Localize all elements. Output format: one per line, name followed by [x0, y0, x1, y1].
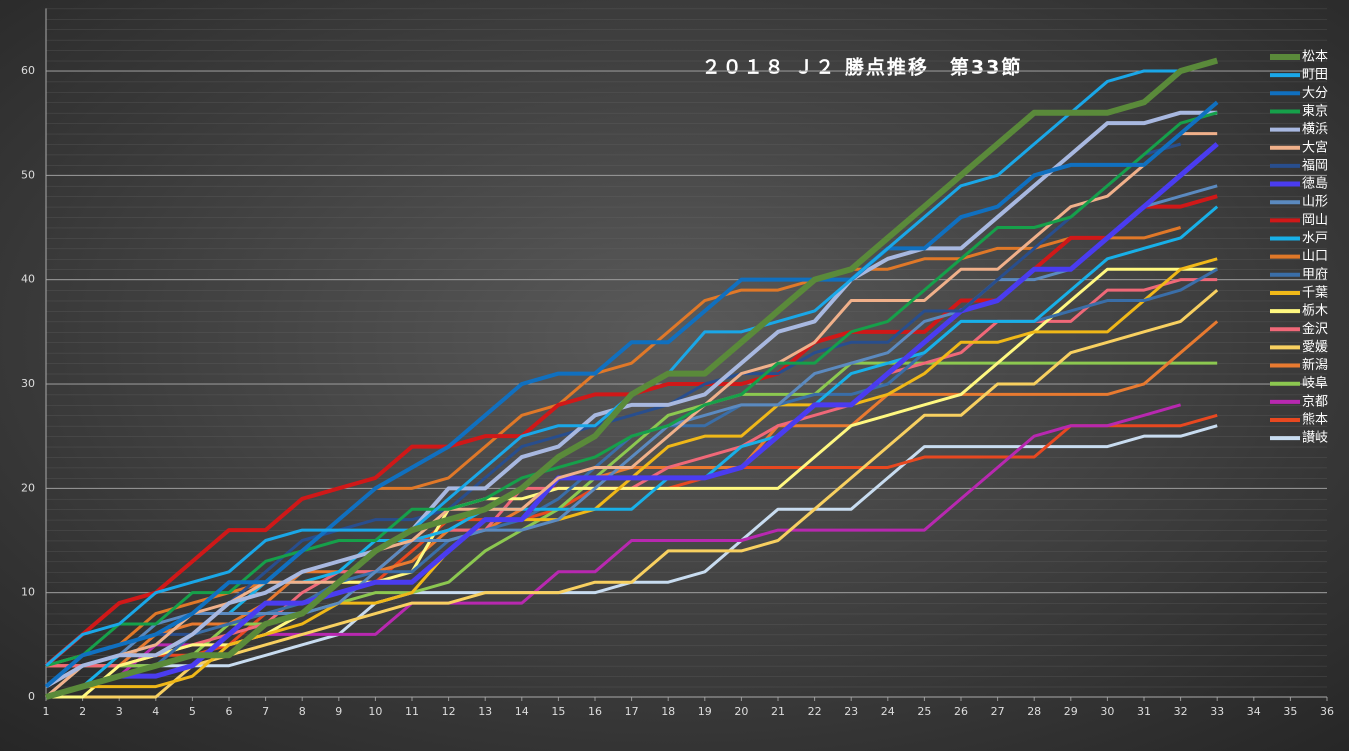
y-tick-label: 60: [21, 64, 35, 77]
x-tick-label: 25: [917, 705, 931, 718]
legend-label: 愛媛: [1302, 340, 1328, 355]
x-tick-label: 9: [335, 705, 342, 718]
y-tick-label: 50: [21, 168, 35, 181]
x-tick-label: 6: [226, 705, 233, 718]
x-tick-label: 15: [551, 705, 565, 718]
legend-label: 栃木: [1302, 304, 1328, 319]
legend-label: 千葉: [1302, 285, 1328, 300]
series-line: [45, 205, 1219, 699]
x-tick-label: 11: [405, 705, 419, 718]
x-tick-label: 10: [368, 705, 382, 718]
x-tick-label: 26: [954, 705, 968, 718]
x-tick-label: 32: [1174, 705, 1188, 718]
x-tick-label: 7: [262, 705, 269, 718]
x-tick-label: 20: [734, 705, 748, 718]
series-line: [44, 100, 1219, 689]
x-tick-label: 28: [1027, 705, 1041, 718]
legend-label: 大分: [1302, 86, 1328, 101]
x-tick-label: 4: [152, 705, 159, 718]
series-line: [45, 132, 1218, 699]
legend-label: 大宮: [1302, 139, 1328, 155]
legend-label: 京都: [1302, 394, 1328, 409]
x-tick-label: 35: [1283, 705, 1297, 718]
x-tick-label: 2: [79, 705, 86, 718]
x-tick-label: 30: [1100, 705, 1114, 718]
series-line: [45, 142, 1219, 700]
legend-label: 福岡: [1302, 158, 1328, 173]
y-tick-label: 40: [21, 273, 35, 286]
y-tick-label: 10: [21, 586, 35, 599]
legend-label: 東京: [1302, 103, 1328, 119]
y-tick-label: 0: [28, 690, 35, 703]
x-tick-label: 8: [299, 705, 306, 718]
x-tick-label: 24: [881, 705, 895, 718]
x-tick-label: 33: [1210, 705, 1224, 718]
x-tick-label: 14: [515, 705, 529, 718]
x-tick-label: 1: [43, 705, 50, 718]
legend-label: 徳島: [1302, 177, 1328, 192]
x-tick-label: 34: [1247, 705, 1261, 718]
series-line: [45, 142, 1182, 688]
series-line: [45, 57, 1219, 700]
x-tick-label: 27: [991, 705, 1005, 718]
legend-label: 松本: [1302, 50, 1328, 65]
y-tick-label: 30: [21, 377, 35, 390]
x-tick-label: 23: [844, 705, 858, 718]
x-tick-label: 19: [698, 705, 712, 718]
legend-label: 水戸: [1302, 231, 1328, 246]
series-line: [46, 288, 1219, 699]
legend-label: 山口: [1302, 249, 1328, 264]
x-tick-label: 29: [1064, 705, 1078, 718]
legend-label: 山形: [1302, 195, 1328, 210]
series-line: [45, 110, 1218, 689]
x-tick-label: 5: [189, 705, 196, 718]
legend-label: 岡山: [1302, 213, 1328, 228]
x-tick-label: 17: [625, 705, 639, 718]
legend-label: 新潟: [1302, 357, 1328, 373]
legend-label: 甲府: [1302, 267, 1328, 282]
series-line: [45, 69, 1181, 667]
legend-label: 金沢: [1302, 321, 1328, 337]
y-tick-label: 20: [21, 481, 35, 494]
legend-label: 町田: [1302, 68, 1328, 83]
x-tick-label: 18: [661, 705, 675, 718]
legend-label: 熊本: [1302, 412, 1328, 428]
legend-label: 讃岐: [1302, 431, 1328, 446]
x-tick-label: 21: [771, 705, 785, 718]
legend-label: 横浜: [1302, 122, 1328, 137]
x-tick-label: 3: [116, 705, 123, 718]
x-tick-label: 31: [1137, 705, 1151, 718]
x-tick-label: 13: [478, 705, 492, 718]
x-tick-label: 36: [1320, 705, 1334, 718]
x-tick-label: 16: [588, 705, 602, 718]
legend-label: 岐阜: [1302, 375, 1328, 391]
x-tick-label: 22: [808, 705, 822, 718]
x-tick-label: 12: [442, 705, 456, 718]
chart-title: ２０１８ Ｊ２ 勝点推移 第33節: [702, 56, 1023, 79]
series-line: [45, 226, 1182, 668]
